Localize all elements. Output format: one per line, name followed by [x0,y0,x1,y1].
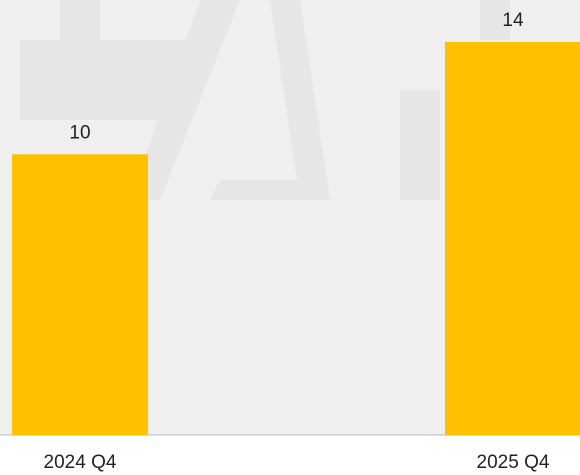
bar [445,42,580,435]
x-tick-label: 2024 Q4 [44,452,117,473]
data-label: 10 [69,122,90,143]
page: {"chart_data": {"type": "bar", "categori… [0,0,580,475]
bar [12,154,148,435]
chart: 10 2024 Q4 14 2025 Q4 [0,0,580,475]
data-label: 14 [502,10,524,31]
x-tick-label: 2025 Q4 [477,452,550,473]
